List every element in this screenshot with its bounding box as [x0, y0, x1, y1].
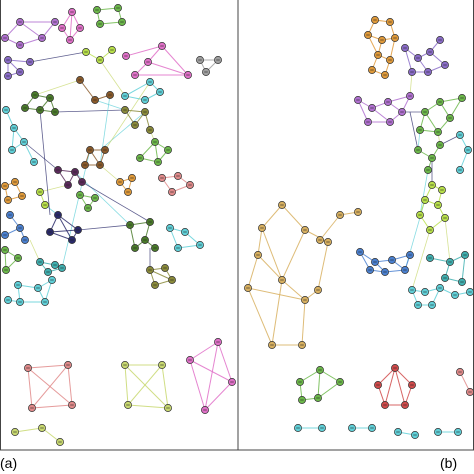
panel-a-edge: [19, 21, 43, 39]
panel-b-edge: [424, 111, 439, 133]
panel-a-edge: [161, 364, 169, 409]
panel-a-inter-edge: [39, 109, 51, 216]
panel-b-edge: [247, 287, 306, 301]
panel-a-edge-layer: [4, 7, 233, 443]
panel-a-network: [1, 4, 236, 446]
panel-a-inter-edge: [29, 51, 87, 63]
panel-b-edge: [271, 279, 283, 346]
panel-b-edge: [404, 47, 413, 73]
panel-a-edge: [161, 45, 189, 76]
panel-a-edge: [124, 364, 169, 409]
panel-a-inter-edge: [104, 81, 151, 151]
panel-a-edge: [124, 364, 129, 406]
panel-b-inter-edge: [419, 169, 429, 216]
panel-b-network: [244, 16, 474, 439]
panel-a-label: (a): [0, 455, 18, 471]
panel-b-inter-edge: [409, 71, 413, 97]
panel-b-edge: [394, 367, 406, 406]
panel-b-edge: [281, 204, 306, 231]
panel-b-edge: [394, 367, 413, 386]
panel-a-edge: [204, 381, 233, 411]
panel-b-edge: [377, 367, 396, 386]
panel-a-edge: [125, 45, 163, 57]
panel-a-inter-edge: [34, 79, 81, 96]
panel-b-edge-layer: [247, 19, 471, 436]
panel-a-inter-edge: [29, 239, 41, 263]
panel-a-edge: [31, 404, 73, 409]
panel-a-inter-edge: [94, 99, 126, 111]
panel-b-edge: [461, 254, 466, 283]
panel-a-edge: [14, 427, 43, 433]
panel-a-inter-edge: [54, 109, 126, 113]
panel-a-edge: [57, 214, 73, 241]
panel-a-node-layer: [1, 4, 236, 446]
panel-a-edge: [189, 359, 233, 383]
panel-a-edge: [189, 341, 219, 361]
panel-a-inter-edge: [99, 164, 121, 183]
panel-b-edge: [247, 254, 259, 289]
panel-b-inter-edge: [444, 217, 451, 263]
panel-b-edge: [261, 204, 283, 229]
panel-b-edge: [304, 229, 329, 243]
panel-b-edge: [319, 214, 341, 241]
panel-a-inter-edge: [23, 141, 59, 171]
panel-b-edge: [257, 254, 283, 281]
panel-b-inter-edge: [409, 111, 419, 151]
panel-b-inter-edge: [411, 229, 431, 291]
panel-a-inter-edge: [61, 149, 91, 269]
panel-b-edge: [317, 369, 321, 399]
panel-a-edge: [49, 229, 79, 233]
panel-b-node-layer: [244, 16, 474, 439]
panel-a-edge: [27, 367, 33, 409]
panel-a-edge: [124, 81, 151, 97]
panel-a-inter-edge: [99, 59, 126, 97]
panel-a-edge: [67, 364, 73, 406]
panel-a-edge: [127, 404, 169, 409]
panel-a-edge: [149, 269, 173, 281]
panel-b-edge: [261, 227, 283, 281]
panel-a-inter-edge: [99, 111, 146, 151]
panel-a-edge: [147, 61, 189, 76]
panel-b-label: (b): [440, 455, 458, 471]
panel-a-inter-edge: [81, 181, 151, 223]
panel-a-edge: [217, 341, 233, 383]
panel-a-edge: [204, 341, 219, 411]
panel-b-edge: [281, 229, 306, 281]
panel-a-edge: [127, 364, 163, 406]
panel-a-edge: [189, 359, 206, 411]
panel-b-edge: [357, 99, 369, 123]
panel-b-edge: [317, 241, 329, 291]
panel-a-edge: [57, 214, 79, 231]
panel-a-edge: [27, 364, 69, 369]
panel-a-edge: [31, 364, 69, 409]
panel-b-edge: [281, 279, 306, 301]
panel-a-inter-edge: [39, 184, 69, 193]
panel-b-edge: [301, 299, 306, 346]
panel-a-edge: [69, 11, 73, 41]
panel-b-edge: [247, 287, 273, 346]
panel-a-inter-edge: [77, 224, 131, 231]
panel-b-edge: [257, 227, 263, 256]
panel-a-edge: [79, 79, 96, 101]
panel-b-edge: [384, 367, 396, 406]
panel-a-inter-edge: [99, 94, 111, 166]
panel-b-edge: [317, 381, 341, 399]
